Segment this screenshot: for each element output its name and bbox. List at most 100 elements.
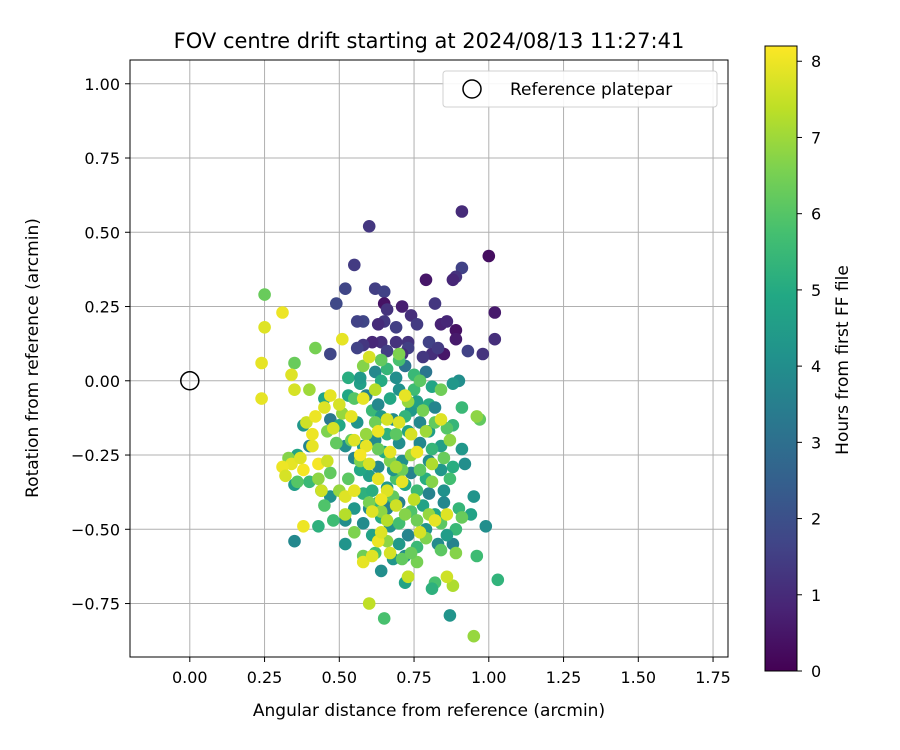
data-point xyxy=(488,306,502,319)
data-point xyxy=(470,549,484,563)
data-point xyxy=(488,332,502,346)
data-point xyxy=(309,341,322,355)
data-point xyxy=(288,383,301,397)
y-tick-label: 0.50 xyxy=(84,223,120,242)
data-point xyxy=(407,493,421,506)
data-point xyxy=(294,451,307,465)
data-point xyxy=(255,392,268,405)
data-point xyxy=(258,321,271,334)
x-axis-label: Angular distance from reference (arcmin) xyxy=(253,701,605,721)
data-point xyxy=(279,469,292,483)
data-point xyxy=(339,282,352,296)
x-tick-label: 0.50 xyxy=(321,668,357,687)
data-point xyxy=(440,528,454,542)
data-point xyxy=(410,395,424,408)
data-point xyxy=(348,502,361,515)
data-point xyxy=(312,520,325,533)
data-point xyxy=(377,612,391,625)
data-point xyxy=(461,344,475,358)
x-tick-label: 1.50 xyxy=(620,668,656,687)
data-point xyxy=(467,490,481,503)
data-point xyxy=(348,433,361,447)
data-point xyxy=(392,537,406,551)
data-point xyxy=(339,537,352,551)
data-point xyxy=(303,383,316,397)
colorbar-tick-label: 3 xyxy=(811,433,821,452)
colorbar-tick-label: 7 xyxy=(811,128,821,147)
data-point xyxy=(288,534,301,548)
colorbar-tick-label: 4 xyxy=(811,357,821,376)
data-point xyxy=(437,484,451,498)
data-point xyxy=(446,579,460,592)
data-point xyxy=(368,383,382,397)
data-point xyxy=(315,484,328,498)
data-point xyxy=(446,273,460,287)
data-point xyxy=(291,475,304,489)
data-point xyxy=(300,416,313,429)
data-point xyxy=(348,526,361,539)
y-tick-label: 0.25 xyxy=(84,298,120,317)
data-point xyxy=(428,514,442,527)
data-point xyxy=(336,332,349,346)
data-point xyxy=(330,297,343,310)
data-point xyxy=(380,534,394,548)
data-point xyxy=(422,335,436,349)
colorbar-gradient xyxy=(764,45,798,672)
data-point xyxy=(339,490,352,503)
data-point xyxy=(446,460,460,474)
data-point xyxy=(449,523,463,536)
y-axis-ticks: −0.75 −0.50 −0.25 0.00 0.25 0.50 0.75 1.00 xyxy=(71,75,130,614)
data-point xyxy=(416,350,430,364)
data-point xyxy=(392,347,406,361)
legend: Reference platepar xyxy=(442,70,718,108)
colorbar-tick-label: 8 xyxy=(811,52,821,71)
data-point xyxy=(425,475,439,489)
data-point xyxy=(362,220,376,233)
data-point xyxy=(288,356,301,370)
data-point xyxy=(440,422,454,435)
data-point xyxy=(455,261,469,275)
data-point xyxy=(297,520,310,533)
data-point xyxy=(348,258,361,272)
data-point xyxy=(437,451,451,465)
data-point xyxy=(455,511,469,524)
colorbar: 0 1 2 3 4 5 6 7 8 Hours from first FF file xyxy=(764,45,853,681)
data-point xyxy=(392,416,406,429)
data-point xyxy=(327,514,340,527)
data-point xyxy=(416,499,430,512)
data-point xyxy=(410,445,424,459)
data-point xyxy=(443,472,457,486)
data-point xyxy=(455,205,469,218)
data-point xyxy=(333,398,346,411)
data-point xyxy=(365,505,379,518)
x-tick-label: 1.25 xyxy=(546,668,582,687)
data-point xyxy=(356,392,370,405)
data-point xyxy=(350,341,364,355)
data-point xyxy=(324,389,337,402)
data-point xyxy=(371,425,385,438)
y-tick-label: −0.25 xyxy=(71,446,120,465)
data-point xyxy=(410,318,424,331)
data-point xyxy=(419,273,433,287)
data-point xyxy=(404,546,418,560)
data-point xyxy=(348,392,361,405)
data-point xyxy=(255,356,268,370)
data-point xyxy=(374,526,388,539)
data-point xyxy=(359,439,373,453)
data-point xyxy=(380,413,394,426)
data-point xyxy=(285,368,298,382)
data-point xyxy=(404,309,418,322)
colorbar-tick-label: 6 xyxy=(811,205,821,224)
data-point xyxy=(440,315,454,328)
data-point xyxy=(380,362,394,376)
data-point xyxy=(434,383,448,397)
data-point xyxy=(309,410,322,423)
data-point xyxy=(419,425,433,438)
y-axis-label: Rotation from reference (arcmin) xyxy=(23,218,43,498)
data-point xyxy=(321,454,334,468)
data-point xyxy=(392,517,406,530)
data-point xyxy=(413,374,427,388)
data-point xyxy=(395,475,409,489)
plot-frame xyxy=(129,59,729,658)
y-tick-label: 1.00 xyxy=(84,75,120,94)
